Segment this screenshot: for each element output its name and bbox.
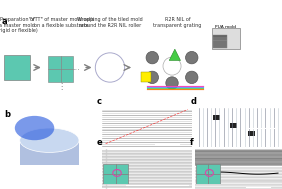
Text: b: b — [4, 110, 10, 119]
Circle shape — [146, 71, 158, 84]
Bar — [20, 140, 79, 165]
FancyBboxPatch shape — [208, 174, 220, 184]
FancyBboxPatch shape — [103, 164, 116, 174]
Text: c: c — [97, 97, 102, 106]
Text: PUA mold: PUA mold — [215, 25, 236, 29]
Circle shape — [146, 51, 158, 64]
Circle shape — [163, 57, 181, 75]
FancyBboxPatch shape — [4, 55, 30, 80]
Circle shape — [95, 53, 125, 82]
FancyBboxPatch shape — [48, 69, 61, 82]
Text: f: f — [190, 138, 194, 147]
Text: "VTT" of master mold cells
on a flexible substrate: "VTT" of master mold cells on a flexible… — [28, 17, 94, 28]
Text: e: e — [97, 138, 103, 147]
Text: R2R NIL of
transparent grating: R2R NIL of transparent grating — [153, 17, 202, 28]
FancyBboxPatch shape — [116, 174, 128, 184]
Polygon shape — [169, 49, 180, 60]
Text: Wrapping of the tiled mold
around the R2R NIL roller: Wrapping of the tiled mold around the R2… — [77, 17, 143, 28]
FancyBboxPatch shape — [208, 164, 220, 174]
FancyBboxPatch shape — [61, 56, 73, 69]
FancyBboxPatch shape — [141, 72, 151, 82]
FancyBboxPatch shape — [48, 56, 61, 69]
FancyBboxPatch shape — [212, 28, 240, 49]
Bar — [248, 131, 255, 136]
FancyBboxPatch shape — [196, 174, 208, 184]
Bar — [230, 123, 237, 128]
Ellipse shape — [20, 128, 79, 152]
Circle shape — [166, 77, 178, 89]
FancyBboxPatch shape — [61, 69, 73, 82]
Text: d: d — [190, 97, 196, 106]
Text: ⋮: ⋮ — [57, 82, 65, 91]
FancyBboxPatch shape — [103, 174, 116, 184]
FancyBboxPatch shape — [116, 164, 128, 174]
Ellipse shape — [15, 116, 54, 140]
Text: a: a — [1, 17, 7, 26]
Text: Preparation of
a master mold
(rigid or flexible): Preparation of a master mold (rigid or f… — [0, 17, 37, 33]
Bar — [213, 115, 220, 120]
Circle shape — [186, 51, 198, 64]
Text: ...: ... — [72, 63, 80, 72]
FancyBboxPatch shape — [213, 35, 227, 48]
FancyBboxPatch shape — [196, 164, 208, 174]
Circle shape — [186, 71, 198, 84]
